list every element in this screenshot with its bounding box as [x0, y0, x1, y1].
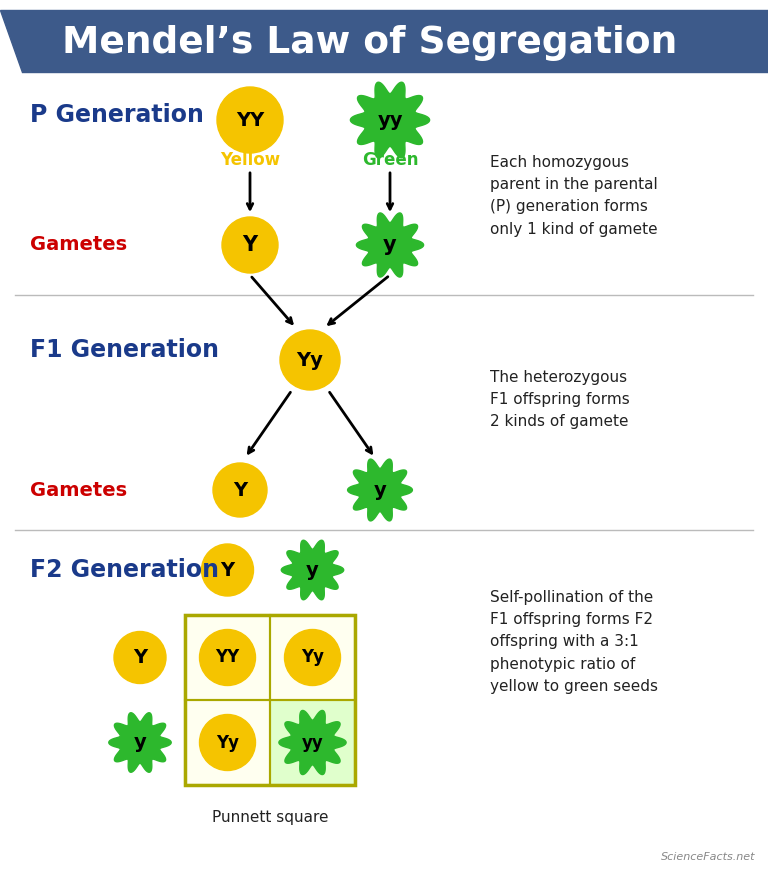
- Bar: [185, 700, 270, 785]
- Text: Y: Y: [133, 648, 147, 667]
- Circle shape: [200, 714, 256, 771]
- Polygon shape: [348, 460, 412, 521]
- Text: Gametes: Gametes: [30, 481, 127, 499]
- Text: F1 Generation: F1 Generation: [30, 338, 219, 362]
- Bar: [270, 615, 355, 700]
- Bar: [185, 615, 355, 785]
- Circle shape: [213, 463, 267, 517]
- Bar: [185, 700, 270, 785]
- Text: Gametes: Gametes: [30, 235, 127, 255]
- Text: Yy: Yy: [301, 648, 324, 667]
- Text: Yellow: Yellow: [220, 151, 280, 169]
- Text: Each homozygous
parent in the parental
(P) generation forms
only 1 kind of gamet: Each homozygous parent in the parental (…: [490, 155, 657, 236]
- Text: F2 Generation: F2 Generation: [30, 558, 219, 582]
- Text: Y: Y: [233, 481, 247, 499]
- Text: Y: Y: [220, 560, 234, 579]
- Text: Yy: Yy: [296, 350, 323, 370]
- Polygon shape: [0, 10, 768, 72]
- Text: Mendel’s Law of Segregation: Mendel’s Law of Segregation: [62, 25, 677, 61]
- Text: y: y: [134, 733, 147, 752]
- Text: yy: yy: [302, 734, 323, 751]
- Text: y: y: [383, 235, 397, 255]
- Polygon shape: [350, 82, 429, 158]
- Circle shape: [201, 544, 253, 596]
- Text: YY: YY: [236, 110, 264, 130]
- Text: Green: Green: [362, 151, 419, 169]
- Circle shape: [200, 630, 256, 685]
- Bar: [185, 615, 270, 700]
- Text: y: y: [306, 560, 319, 579]
- Circle shape: [280, 330, 340, 390]
- Text: yy: yy: [377, 110, 402, 130]
- Bar: [270, 700, 355, 785]
- Polygon shape: [356, 213, 424, 277]
- Text: Y: Y: [243, 235, 257, 255]
- Text: The heterozygous
F1 offspring forms
2 kinds of gamete: The heterozygous F1 offspring forms 2 ki…: [490, 370, 630, 430]
- Text: ScienceFacts.net: ScienceFacts.net: [660, 852, 755, 862]
- Text: Yy: Yy: [216, 734, 239, 751]
- Text: P Generation: P Generation: [30, 103, 204, 127]
- Text: Self-pollination of the
F1 offspring forms F2
offspring with a 3:1
phenotypic ra: Self-pollination of the F1 offspring for…: [490, 590, 658, 694]
- Text: Punnett square: Punnett square: [212, 810, 328, 825]
- Polygon shape: [109, 713, 171, 773]
- Circle shape: [114, 632, 166, 684]
- Bar: [270, 615, 355, 700]
- Circle shape: [222, 217, 278, 273]
- Bar: [270, 700, 355, 785]
- Circle shape: [217, 87, 283, 153]
- Bar: [185, 615, 270, 700]
- Text: y: y: [373, 481, 386, 499]
- Circle shape: [284, 630, 340, 685]
- Polygon shape: [279, 710, 346, 774]
- Text: YY: YY: [215, 648, 240, 667]
- Polygon shape: [281, 541, 344, 600]
